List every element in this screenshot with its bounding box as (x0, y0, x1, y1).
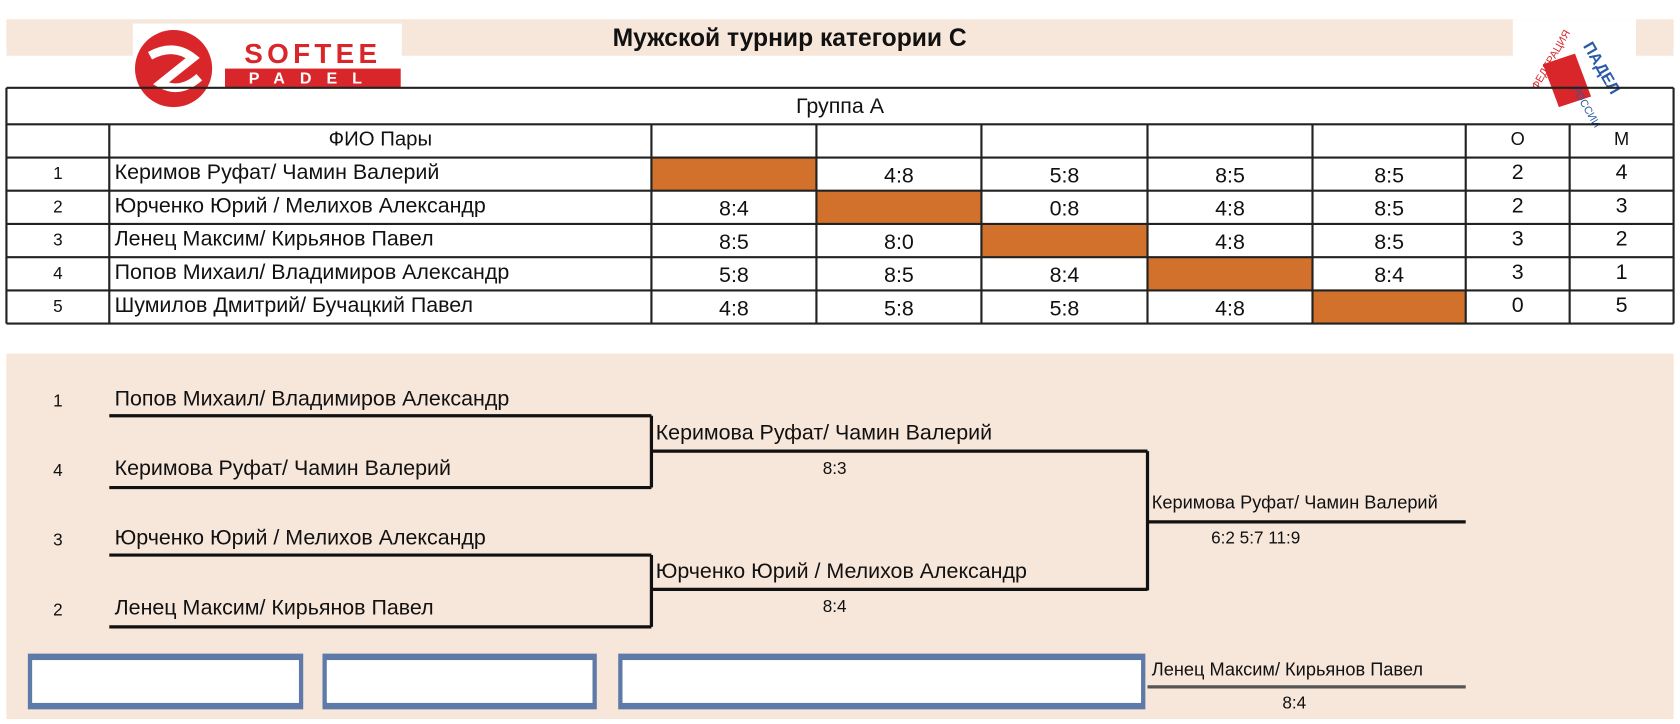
result-cell: 8:4 (1374, 263, 1404, 287)
seed: 4 (53, 460, 63, 480)
result-cell: 8:0 (884, 230, 914, 254)
result-cell: 4:8 (884, 163, 914, 187)
seed: 3 (53, 530, 63, 550)
row-number: 4 (53, 263, 63, 283)
result-cell: 4:8 (719, 296, 749, 320)
right-logo-shape (1542, 53, 1592, 108)
points-cell: 2 (1512, 160, 1524, 184)
self-match-cell (651, 157, 817, 191)
place-cell: 5 (1616, 293, 1628, 317)
column-header: М (1614, 129, 1629, 149)
player-name: Ленец Максим/ Кирьянов Павел (115, 595, 434, 619)
seed: 2 (53, 599, 63, 619)
place-cell: 2 (1616, 227, 1628, 251)
points-cell: 0 (1512, 293, 1524, 317)
semifinal-winner: Керимова Руфат/ Чамин Валерий (656, 421, 992, 445)
result-cell: 0:8 (1050, 197, 1080, 221)
score: 8:4 (823, 596, 847, 616)
result-cell: 8:5 (884, 263, 914, 287)
row-number: 1 (53, 163, 63, 183)
pair-name: Керимов Руфат/ Чамин Валерий (115, 160, 440, 184)
pair-name: Шумилов Дмитрий/ Бучацкий Павел (115, 293, 473, 317)
result-cell: 8:5 (1374, 163, 1404, 187)
result-cell: 5:8 (1050, 296, 1080, 320)
logo-text: SOFTEE (244, 38, 381, 69)
score: 8:4 (1282, 693, 1306, 713)
pair-name: Юрченко Юрий / Мелихов Александр (115, 193, 486, 217)
title: Мужской турнир категории С (613, 25, 967, 52)
semifinal-winner: Юрченко Юрий / Мелихов Александр (656, 559, 1027, 583)
points-cell: 3 (1512, 227, 1524, 251)
place-cell: 4 (1616, 160, 1628, 184)
self-match-cell (816, 190, 982, 224)
result-cell: 8:4 (719, 197, 749, 221)
points-cell: 3 (1512, 260, 1524, 284)
logo-text: PADEL (249, 70, 377, 88)
place-cell: 1 (1616, 260, 1628, 284)
logo-swoosh (147, 45, 203, 92)
result-cell: 4:8 (1215, 230, 1245, 254)
result-cell: 8:5 (1374, 197, 1404, 221)
score: 8:3 (823, 458, 847, 478)
place-cell: 3 (1616, 193, 1628, 217)
sponsor-strip (622, 660, 1142, 703)
self-match-cell (1312, 290, 1466, 324)
final-winner: Керимова Руфат/ Чамин Валерий (1152, 492, 1438, 512)
player-name: Юрченко Юрий / Мелихов Александр (115, 526, 486, 550)
column-header: О (1511, 129, 1525, 149)
row-number: 3 (53, 230, 63, 250)
result-cell: 4:8 (1215, 197, 1245, 221)
result-cell: 8:5 (719, 230, 749, 254)
sponsor-strip (326, 660, 593, 703)
third-place: Ленец Максим/ Кирьянов Павел (1152, 660, 1423, 680)
logo-bar (225, 68, 401, 88)
sponsor-strip (32, 660, 299, 703)
result-cell: 5:8 (1050, 163, 1080, 187)
self-match-cell (981, 223, 1148, 258)
self-match-cell (1147, 257, 1313, 291)
pair-name: Попов Михаил/ Владимиров Александр (115, 260, 510, 284)
column-header: ФИО Пары (329, 129, 432, 151)
row-number: 2 (53, 196, 63, 216)
result-cell: 5:8 (719, 263, 749, 287)
player-name: Попов Михаил/ Владимиров Александр (115, 386, 510, 410)
result-cell: 4:8 (1215, 296, 1245, 320)
row-number: 5 (53, 296, 63, 316)
result-cell: 8:4 (1050, 263, 1080, 287)
points-cell: 2 (1512, 193, 1524, 217)
result-cell: 8:5 (1374, 230, 1404, 254)
pair-name: Ленец Максим/ Кирьянов Павел (115, 227, 434, 251)
group-title: Группа А (796, 94, 885, 118)
result-cell: 5:8 (884, 296, 914, 320)
result-cell: 8:5 (1215, 163, 1245, 187)
seed: 1 (53, 390, 63, 410)
score: 6:2 5:7 11:9 (1211, 528, 1300, 548)
player-name: Керимова Руфат/ Чамин Валерий (115, 456, 451, 480)
